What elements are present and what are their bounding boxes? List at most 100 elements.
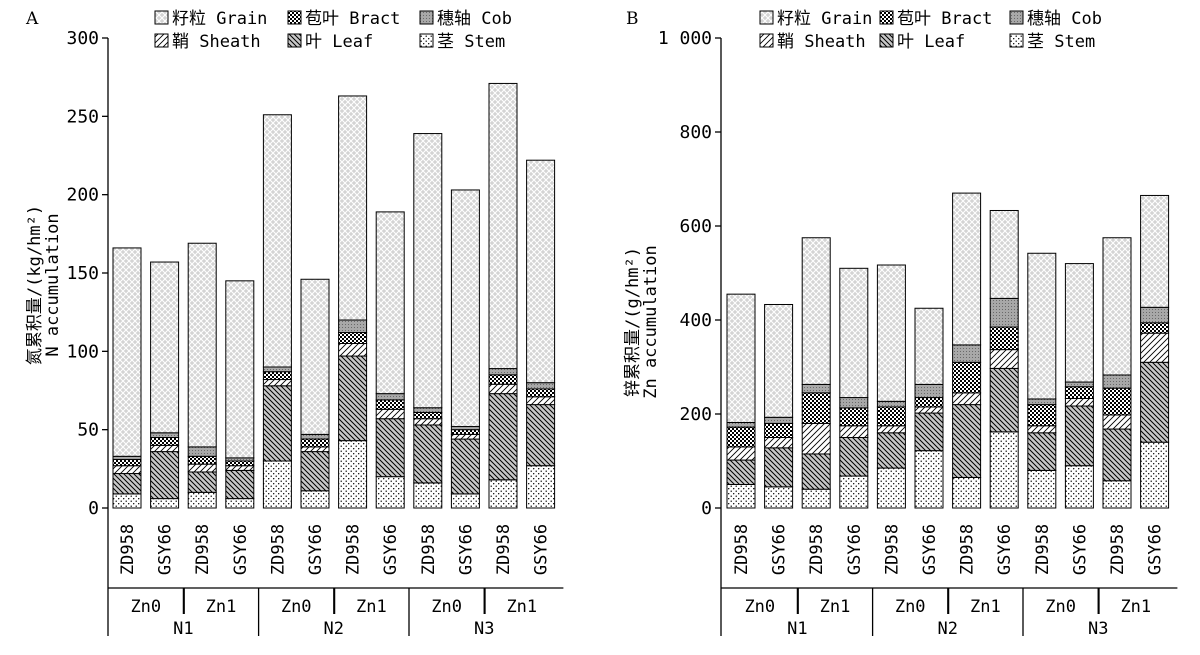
zn-group-label: Zn0	[1045, 597, 1076, 617]
legend-item-leaf: 叶 Leaf	[879, 32, 965, 52]
bar-segment-bract	[914, 397, 944, 408]
bar-segment-bract	[839, 407, 869, 427]
x-category-label: ZD958	[494, 524, 514, 575]
y-tick-label: 0	[88, 498, 99, 519]
bar-segment-sheath	[375, 408, 405, 420]
bar-segment-cob	[1140, 306, 1170, 324]
bar-segment-grain	[1102, 237, 1132, 376]
zn-group-label: Zn1	[206, 597, 237, 617]
legend-swatch	[879, 33, 894, 48]
bar-segment-bract	[112, 458, 142, 467]
bar-segment-leaf	[338, 355, 368, 442]
x-category-label: GSY66	[1070, 524, 1090, 575]
bar-segment-leaf	[150, 451, 180, 500]
bar-segment-sheath	[338, 343, 368, 357]
legend-swatch	[879, 10, 894, 25]
x-category-label: GSY66	[456, 524, 476, 575]
y-tick-label: 1 000	[658, 28, 712, 49]
bar-segment-stem	[801, 488, 831, 509]
bar-segment-grain	[1064, 263, 1094, 383]
bar-segment-bract	[450, 429, 480, 435]
x-category-label: ZD958	[732, 524, 752, 575]
bar-segment-grain	[112, 247, 142, 457]
bar-segment-leaf	[450, 438, 480, 495]
bar-10	[1064, 263, 1094, 509]
bar-segment-sheath	[187, 463, 217, 473]
zn-group-label: Zn1	[506, 597, 537, 617]
bar-segment-sheath	[1027, 425, 1057, 434]
zn-group-label: Zn1	[970, 597, 1001, 617]
bar-segment-stem	[413, 482, 443, 509]
bar-segment-cob	[839, 397, 869, 409]
bar-segment-grain	[526, 159, 556, 384]
bar-segment-cob	[150, 432, 180, 438]
x-category-label: GSY66	[231, 524, 251, 575]
bar-segment-stem	[112, 493, 142, 509]
bar-segment-grain	[1140, 194, 1170, 308]
n-group-label: N1	[787, 619, 807, 639]
legend-label: 鞘 Sheath	[777, 32, 866, 52]
bar-segment-stem	[187, 491, 217, 509]
bar-5	[262, 114, 292, 509]
x-category-label: ZD958	[807, 524, 827, 575]
bar-segment-grain	[914, 307, 944, 385]
bar-segment-bract	[187, 455, 217, 465]
bar-6	[914, 307, 944, 509]
bar-segment-cob	[1064, 381, 1094, 388]
legend-item-bract: 苞叶 Bract	[287, 9, 400, 29]
bar-segment-stem	[726, 484, 756, 509]
bar-segment-cob	[1027, 398, 1057, 406]
legend-swatch	[759, 33, 774, 48]
bar-segment-cob	[764, 416, 794, 424]
bar-1	[726, 293, 756, 509]
legend-swatch	[287, 10, 302, 25]
bar-segment-grain	[187, 242, 217, 448]
legend-swatch	[419, 33, 434, 48]
bar-segment-sheath	[952, 392, 982, 406]
bar-segment-bract	[764, 422, 794, 438]
bar-segment-grain	[450, 189, 480, 428]
zn-group-label: Zn1	[356, 597, 387, 617]
bar-segment-sheath	[839, 425, 869, 438]
bar-segment-stem	[914, 450, 944, 509]
bar-1	[112, 247, 142, 509]
bar-segment-cob	[300, 433, 330, 440]
bar-segment-sheath	[450, 433, 480, 440]
bar-segment-bract	[1140, 322, 1170, 334]
y-tick-label: 200	[66, 185, 99, 206]
bar-segment-leaf	[1102, 428, 1132, 482]
bar-segment-leaf	[764, 447, 794, 488]
y-tick-label: 600	[679, 216, 712, 237]
bar-segment-sheath	[225, 465, 255, 471]
bar-segment-bract	[338, 332, 368, 344]
panel-label-b: B	[626, 9, 639, 29]
bar-segment-cob	[338, 319, 368, 334]
bar-segment-grain	[1027, 252, 1057, 400]
bar-segment-sheath	[764, 437, 794, 449]
y-tick-label: 100	[66, 341, 99, 362]
bar-8	[989, 209, 1019, 509]
y-axis-title-b-en: Zn accumulation	[641, 245, 661, 399]
bar-segment-grain	[726, 293, 756, 423]
bar-segment-stem	[150, 498, 180, 509]
x-category-label: GSY66	[306, 524, 326, 575]
bar-segment-leaf	[1027, 432, 1057, 471]
bar-segment-bract	[1102, 387, 1132, 416]
bar-segment-sheath	[801, 422, 831, 455]
bar-segment-bract	[1027, 404, 1057, 427]
bar-segment-stem	[526, 465, 556, 509]
bar-11	[1102, 237, 1132, 509]
bar-segment-cob	[801, 383, 831, 394]
bar-segment-cob	[526, 382, 556, 390]
panel-label-a: A	[25, 9, 39, 29]
legend-swatch	[154, 33, 169, 48]
bar-segment-stem	[1102, 480, 1132, 509]
bar-segment-grain	[300, 278, 330, 435]
n-group-label: N1	[173, 619, 193, 639]
bar-segment-leaf	[112, 473, 142, 495]
bar-segment-grain	[801, 237, 831, 385]
y-axis-title-a: 氮累积量/(kg/hm²) N accumulation	[25, 205, 63, 365]
bar-segment-sheath	[1140, 332, 1170, 363]
legend-swatch	[154, 10, 169, 25]
bar-segment-bract	[989, 326, 1019, 351]
